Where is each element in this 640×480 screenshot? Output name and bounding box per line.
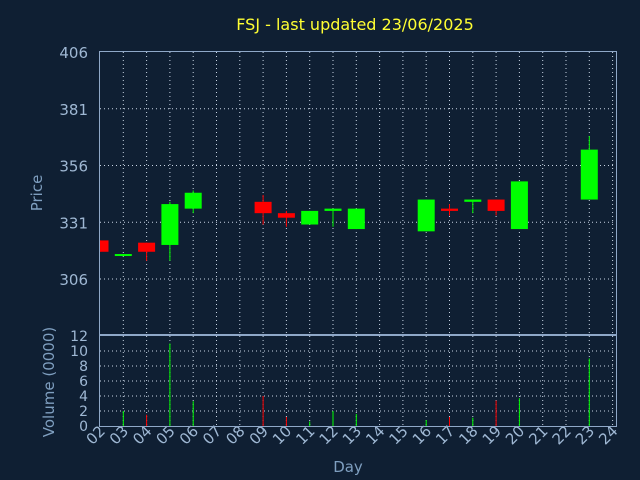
grid-layer [100,52,616,426]
candle-body [138,242,156,252]
chart-title: FSJ - last updated 23/06/2025 [236,15,474,34]
price-axis-label: Price [28,175,46,212]
candle-body [277,213,295,218]
x-axis-label: Day [333,458,363,476]
volume-panel-frame [99,335,617,427]
candle-body [464,199,482,202]
volume-tick-label: 0 [79,419,88,435]
candle-body [510,181,528,230]
price-tick-label: 381 [59,101,88,119]
candle-body [301,210,319,225]
candle-body [487,199,505,211]
candle-body [254,201,272,214]
candle-body [580,149,598,200]
volume-tick-label: 4 [79,389,88,405]
price-tick-label: 306 [59,271,88,289]
volume-tick-label: 6 [79,374,88,390]
volume-tick-label: 12 [70,329,88,345]
candle-body [184,192,202,209]
candle-body [100,240,109,252]
price-tick-label: 356 [59,158,88,176]
candle-body [324,208,342,211]
volume-axis-label: Volume (0000) [40,327,58,437]
price-tick-label: 331 [59,214,88,232]
candle-body [417,199,435,232]
candle-body [114,254,132,257]
price-tick-label: 406 [59,44,88,62]
candle-body [441,208,458,211]
candle-body [347,208,365,230]
candle-body [161,204,179,245]
marks-layer [99,135,598,426]
volume-tick-label: 8 [79,359,88,375]
price-panel-frame [99,51,617,335]
volume-tick-label: 2 [79,404,88,420]
volume-tick-label: 10 [70,344,88,360]
